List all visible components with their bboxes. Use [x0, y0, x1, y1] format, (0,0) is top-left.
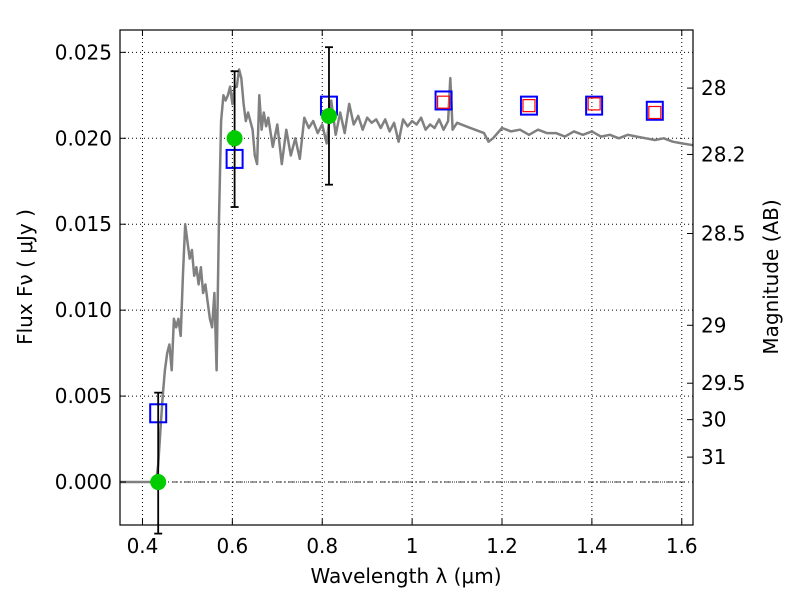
ticks-layer: 0.4 0.6 0.8 1 1.2 1.4 1.6 0.000 0.005 0.010 0.015 0… — [55, 30, 746, 558]
y-tick-label: 0.025 — [55, 40, 112, 64]
y-axis-label: Flux Fν ( μJy ) — [13, 209, 37, 345]
right-axis-label: Magnitude (AB) — [759, 199, 783, 354]
photometry-marker — [436, 95, 451, 109]
right-tick-label: 28 — [701, 76, 726, 100]
y-tick-label: 0.005 — [55, 384, 112, 408]
right-tick-label: 30 — [701, 408, 726, 432]
photometry-marker — [522, 99, 536, 113]
model-band-marker — [585, 95, 604, 116]
sed-model-line — [120, 68, 694, 484]
plot-frame — [119, 29, 694, 526]
y-tick-label: 0.020 — [55, 126, 112, 150]
model-band-marker — [519, 95, 538, 116]
series-layer — [120, 68, 694, 484]
right-tick-label: 29.5 — [701, 371, 746, 395]
x-tick-label: 1 — [406, 534, 419, 558]
y-tick-label: 0.010 — [55, 298, 112, 322]
model-band-marker — [645, 100, 664, 121]
right-tick-label: 28.5 — [701, 222, 746, 246]
right-tick-label: 28.2 — [701, 142, 746, 166]
detection-point — [226, 130, 243, 147]
grid — [120, 30, 693, 525]
marker-layer — [149, 46, 664, 535]
photometry-marker — [587, 97, 601, 111]
x-tick-label: 1.2 — [486, 534, 518, 558]
right-tick-label: 29 — [701, 313, 726, 337]
x-tick-label: 1.4 — [576, 534, 608, 558]
x-tick-label: 0.8 — [306, 534, 338, 558]
x-tick-label: 0.6 — [216, 534, 248, 558]
x-tick-label: 0.4 — [127, 534, 159, 558]
photometry-marker — [648, 105, 662, 120]
detection-point — [150, 474, 167, 491]
right-tick-label: 31 — [701, 445, 726, 469]
detection-point — [320, 107, 337, 124]
model-band-marker — [434, 90, 453, 111]
x-tick-label: 1.6 — [666, 534, 698, 558]
x-axis-label: Wavelength λ (μm) — [310, 564, 501, 588]
y-tick-label: 0.000 — [55, 470, 112, 494]
y-tick-label: 0.015 — [55, 212, 112, 236]
